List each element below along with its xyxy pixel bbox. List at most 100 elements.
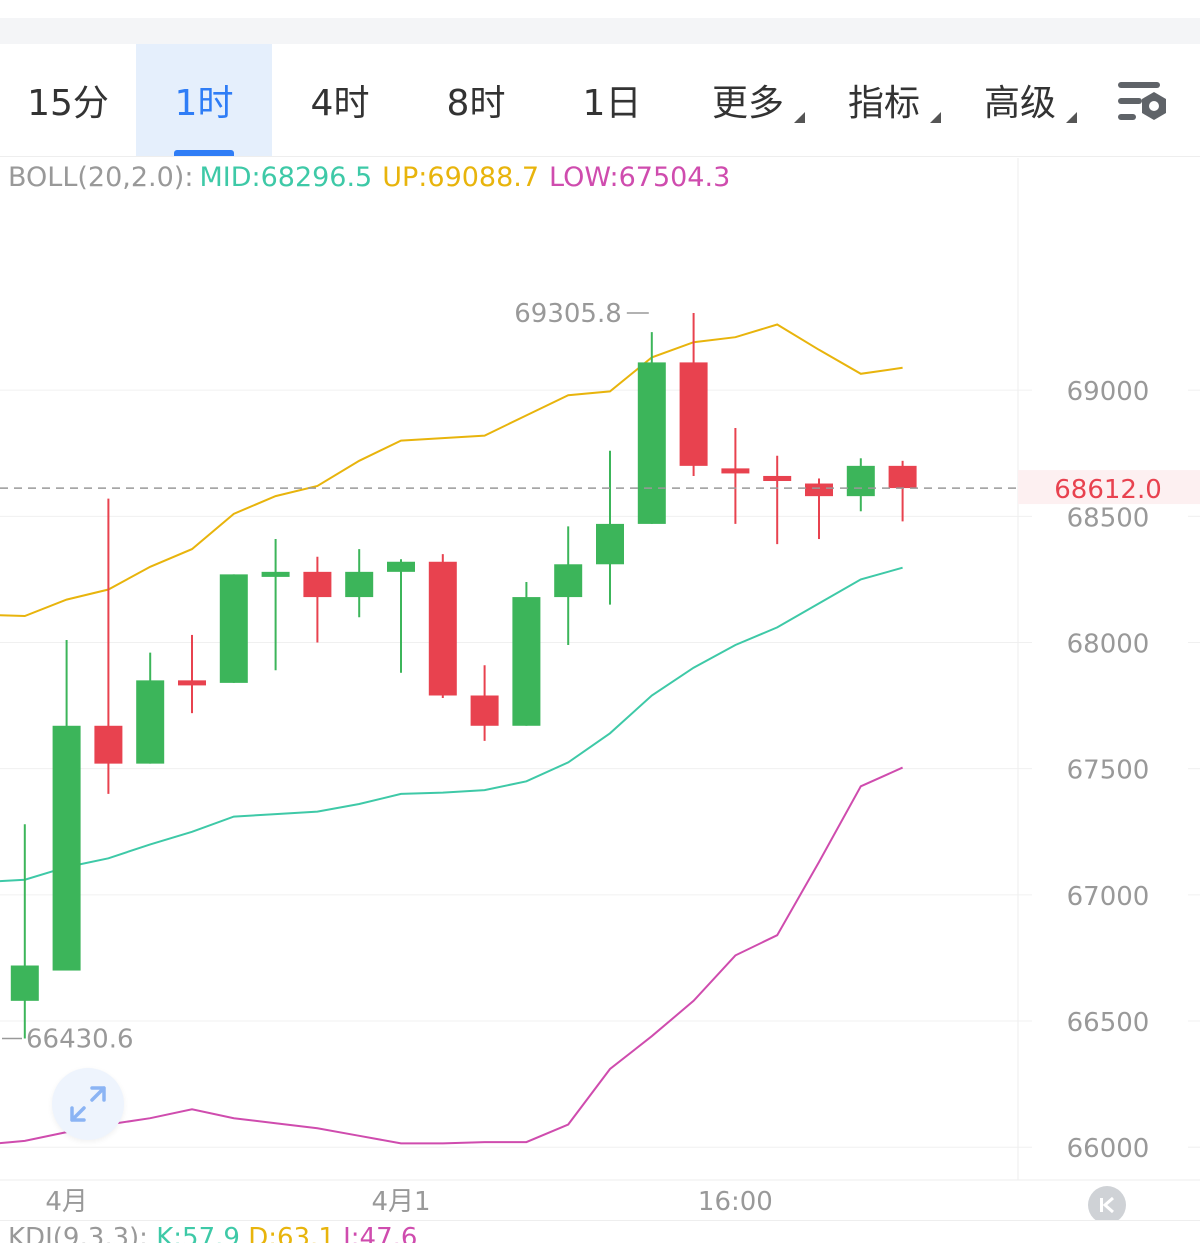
interval-toolbar: 15分 1时 4时 8时 1日 更多 指标 高级 [0,44,1200,157]
candle-down [888,460,917,522]
candle-body [846,465,875,497]
candle-down [94,498,123,794]
tab-15min[interactable]: 15分 [0,44,136,156]
boll-lower-line [0,766,904,1145]
scroll-to-latest-button[interactable] [1088,1186,1126,1224]
tab-indicators-label: 指标 [847,83,920,124]
candle-up [136,652,165,764]
tab-advanced-label: 高级 [983,83,1056,124]
boll-up-value: UP:69088.7 [382,162,539,193]
tab-8h[interactable]: 8时 [408,44,544,156]
tab-8h-label: 8时 [446,83,506,124]
candle-body [470,695,499,726]
tab-advanced-dropdown[interactable]: 高级 [952,44,1088,156]
candle-body [428,561,457,696]
kdj-indicator-header: KDJ(9,3,3): K:57.9 D:63.1 J:47.6 [0,1220,1200,1243]
candle-down [470,665,499,741]
candle-body [178,680,206,686]
dropdown-triangle-icon [794,112,805,123]
candle-up [596,450,624,605]
candle-body [637,362,666,524]
tab-1d[interactable]: 1日 [544,44,680,156]
tab-more-dropdown[interactable]: 更多 [680,44,816,156]
candle-body [52,725,81,971]
candle-body [136,680,165,764]
candle-down [679,312,708,476]
price-tick-label: 68000 [1067,630,1150,660]
kdj-d-value: D:63.1 [248,1223,335,1243]
price-tick-label: 68500 [1067,503,1150,533]
candle-down [721,428,750,524]
top-band [0,18,1200,44]
candle-up [345,549,374,618]
candle-body [805,483,833,497]
candle-up [52,639,81,971]
tab-more-label: 更多 [711,83,784,124]
tab-4h[interactable]: 4时 [272,44,408,156]
candle-up [10,824,39,1039]
time-axis-labels: 4月 4月1 16:00 [45,1187,773,1217]
candle-down [178,634,206,714]
boll-legend: BOLL(20,2.0): MID:68296.5 UP:69088.7 LOW:67… [8,162,730,193]
candle-up [387,559,415,673]
boll-bands [0,323,904,1145]
candle-body [888,465,917,489]
candle-up [554,526,583,646]
time-tick-label: 4月 [45,1187,88,1217]
chart-settings-icon[interactable] [1112,74,1176,130]
max-price-marker: 69305.8 [514,299,622,329]
time-tick-label: 4月1 [371,1187,430,1217]
current-price-tag-bg [1018,470,1200,505]
candle-up [637,332,666,524]
candle-up [261,539,290,671]
candle-up [219,574,248,683]
candle-down [763,455,792,545]
tab-1d-label: 1日 [582,83,642,124]
boll-low-value: LOW:67504.3 [549,162,730,193]
candle-body [10,965,39,1001]
current-price-label: 68612.0 [1054,475,1162,505]
tab-1h[interactable]: 1时 [136,44,272,156]
fullscreen-button[interactable] [52,1068,124,1140]
kdj-k-value: K:57.9 [156,1223,240,1243]
candle-body [554,564,583,598]
candle-body [94,725,123,764]
price-tick-label: 69000 [1067,377,1150,407]
candle-down [428,554,457,699]
expand-icon [70,1086,106,1122]
candle-body [763,475,792,482]
dropdown-triangle-icon [930,112,941,123]
price-tick-label: 66500 [1067,1008,1150,1038]
boll-name: BOLL(20,2.0): [8,162,193,193]
skip-to-end-icon [1100,1196,1114,1214]
time-tick-label: 16:00 [698,1187,773,1217]
candle-body [345,571,374,598]
candles [10,312,917,1039]
tab-15min-label: 15分 [27,83,109,124]
dropdown-triangle-icon [1066,112,1077,123]
boll-upper-line [0,323,903,618]
tab-1h-label: 1时 [174,83,234,124]
candle-body [219,574,248,683]
boll-mid-line [0,566,903,883]
candle-body [679,362,708,466]
candle-body [303,571,332,598]
min-price-marker: 66430.6 [26,1025,134,1055]
candle-body [261,571,290,577]
candle-body [596,523,624,565]
candle-up [846,458,875,512]
price-tick-label: 67500 [1067,756,1150,786]
chart-grid [0,389,1200,1148]
price-axis-labels: 66000 66500 67000 67500 68000 68500 69000 [1067,377,1150,1164]
top-strip [0,0,1200,44]
price-tick-label: 67000 [1067,882,1150,912]
candle-down [303,556,332,643]
active-tab-indicator [174,150,234,156]
kdj-name: KDJ(9,3,3): [8,1223,148,1243]
kdj-j-value: J:47.6 [343,1223,418,1243]
candle-body [512,597,541,726]
tab-4h-label: 4时 [310,83,370,124]
tab-indicators-dropdown[interactable]: 指标 [816,44,952,156]
price-tick-label: 66000 [1067,1134,1150,1164]
